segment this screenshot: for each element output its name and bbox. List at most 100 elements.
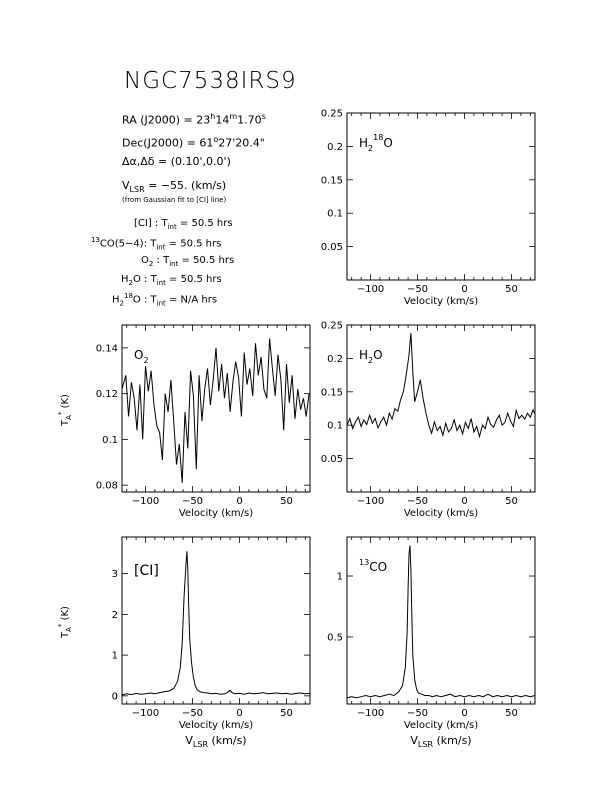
dec-rest: 27'20.4" [218, 136, 265, 150]
tint-ci-value: = 50.5 hrs [176, 218, 233, 229]
chart-o2: −100 −50 0 50 0.08 0.1 0.12 0.14 Velocity (km/s)… [96, 324, 311, 519]
x-tick-label: −50 [182, 496, 203, 507]
spectrum-line [121, 551, 311, 696]
offset-line: Δα,Δδ = (0.10',0.0') [122, 155, 231, 168]
tint-h218o-name-sub: 2 [119, 299, 124, 308]
fit-note: (from Gaussian fit to [CI] line) [122, 196, 227, 204]
y-tick-label: 0.08 [96, 481, 118, 492]
ra-label: RA (J2000) = [122, 113, 197, 127]
x-tick-label: 0 [236, 496, 242, 507]
panel-label: O2 [134, 348, 149, 365]
y-tick-label: 0.25 [321, 321, 343, 332]
dec-degrees-unit: o [213, 135, 219, 144]
tint-h218o-name-after: O [132, 294, 141, 306]
y-tick-label: 0 [112, 691, 118, 702]
plot-frame [346, 324, 536, 493]
tint-row-13co: 13CO(5−4): Tint = 50.5 hrs [91, 236, 221, 251]
x-tick-label: −100 [357, 284, 384, 295]
x-tick-label: 50 [280, 496, 293, 507]
x-axis-label: Velocity (km/s) [404, 296, 478, 307]
y-tick-label: 0.25 [321, 109, 343, 120]
x-tick-label: −100 [132, 708, 159, 719]
ra-line: RA (J2000) = 23h14m1.70s [122, 112, 266, 127]
vlsr-line: VLSR = −55. (km/s) [122, 179, 226, 194]
tint-o2-name: O [141, 255, 149, 266]
chart-h218o: −100 −50 0 50 0.05 0.1 0.15 0.2 0.25 Velocity (km… [321, 109, 536, 307]
y-tick-label: 0.2 [327, 142, 343, 153]
y-tick-label: 0.05 [321, 454, 343, 465]
tint-13co-sup: 13 [91, 236, 100, 244]
x-tick-label: −100 [357, 496, 384, 507]
tint-13co-sep: T [147, 238, 157, 250]
vlsr-axis-label: VLSR (km/s) [185, 734, 246, 749]
x-tick-label: 0 [461, 708, 467, 719]
tint-o2-sep: : T [153, 255, 170, 266]
ra-seconds-unit: s [261, 112, 266, 121]
y-tick-label: 0.5 [327, 632, 343, 643]
plot-frame [346, 536, 536, 705]
y-axis-label: TA* (K) [57, 394, 73, 427]
panel-label: [CI] [134, 563, 159, 579]
spectrum-line [346, 332, 536, 439]
tint-row-h218o: H218O : Tint = N/A hrs [112, 292, 217, 307]
spectrum-line [121, 338, 310, 483]
y-tick-label: 0.15 [321, 387, 343, 398]
plot-frame [121, 324, 311, 493]
dec-line: Dec(J2000) = 61o27'20.4" [122, 135, 265, 150]
y-tick-label: 2 [112, 610, 118, 621]
x-axis-label: Velocity (km/s) [404, 720, 478, 731]
tint-row-o2: O2 : Tint = 50.5 hrs [141, 255, 234, 268]
tint-ci-name: [CI] [134, 218, 152, 229]
y-tick-label: 1 [112, 651, 118, 662]
y-tick-label: 1 [337, 572, 343, 583]
tint-13co-name: CO(5−4): [99, 238, 148, 250]
offset-value: (0.10',0.0') [170, 155, 231, 168]
ra-hours-unit: h [210, 112, 216, 121]
offset-label: Δα,Δδ = [122, 155, 171, 168]
plot-frame [346, 112, 536, 281]
tint-13co-value: = 50.5 hrs [165, 238, 222, 250]
y-tick-label: 0.14 [96, 343, 118, 354]
x-tick-label: 50 [280, 708, 293, 719]
page-title: NGC7538IRS9 [124, 68, 297, 94]
chart-13co: −100 −50 0 50 0.5 1 Velocity (km/s) 13CO [327, 536, 536, 731]
y-tick-label: 3 [112, 569, 118, 580]
ra-seconds: 1.70 [237, 113, 262, 127]
tint-h2o-sep: : T [140, 274, 157, 285]
y-tick-label: 0.05 [321, 242, 343, 253]
y-tick-label: 0.1 [327, 421, 343, 432]
spectrum-line [346, 545, 536, 699]
x-tick-label: −100 [132, 496, 159, 507]
y-tick-label: 0.15 [321, 175, 343, 186]
chart-h2o: −100 −50 0 50 0.05 0.1 0.15 0.2 0.25 Velocity (km… [321, 321, 536, 519]
tint-row-ci: [CI] : Tint = 50.5 hrs [134, 218, 233, 231]
y-tick-label: 0.1 [327, 209, 343, 220]
vlsr-v: V [122, 179, 130, 192]
tint-h2o-name-after: O [133, 274, 141, 285]
x-tick-label: −50 [407, 284, 428, 295]
tint-ci-sep: : T [151, 218, 168, 229]
chart-ci: −100 −50 0 50 0 1 2 3 Velocity (km/s) [CI] [112, 536, 311, 731]
x-tick-label: 50 [505, 708, 518, 719]
tint-h2o-value: = 50.5 hrs [165, 274, 222, 285]
tint-h218o-sep: : T [140, 294, 157, 306]
panel-label: 13CO [359, 558, 387, 574]
x-tick-label: 0 [236, 708, 242, 719]
plot-frame [121, 536, 311, 705]
x-tick-label: 50 [505, 496, 518, 507]
panel-label: H2O [359, 348, 383, 365]
x-axis-label: Velocity (km/s) [179, 720, 253, 731]
tint-o2-sub: int [169, 260, 179, 268]
x-tick-label: 0 [461, 284, 467, 295]
vlsr-axis-label: VLSR (km/s) [410, 734, 471, 749]
y-tick-label: 0.1 [102, 435, 118, 446]
dec-label: Dec(J2000) = [122, 136, 200, 150]
tint-13co-sub: int [156, 243, 166, 252]
tint-h218o-value: = N/A hrs [165, 294, 218, 306]
ra-hours: 23 [196, 113, 211, 127]
ra-minutes: 14 [215, 113, 230, 127]
tint-h2o-sub: int [156, 279, 166, 287]
tint-h2o-name: H [121, 274, 129, 285]
tint-h218o-sub: int [156, 299, 166, 308]
vlsr-value: = −55. (km/s) [144, 179, 227, 192]
